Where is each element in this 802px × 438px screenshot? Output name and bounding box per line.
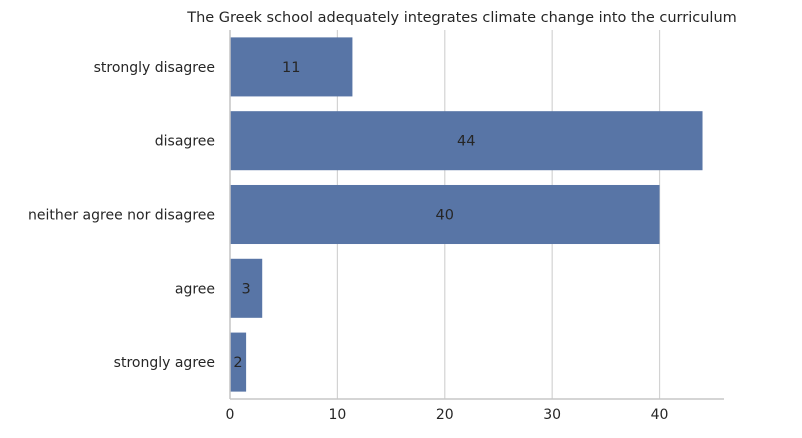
y-tick-label-0: strongly disagree xyxy=(94,60,215,76)
x-tick-label-2: 20 xyxy=(436,407,454,423)
y-tick-label-2: neither agree nor disagree xyxy=(28,208,215,224)
y-tick-label-3: agree xyxy=(175,281,215,297)
bars xyxy=(230,37,703,392)
chart-title: The Greek school adequately integrates c… xyxy=(186,10,737,26)
x-tick-label-4: 40 xyxy=(651,407,669,423)
bar-4 xyxy=(230,332,247,392)
data-label-4: 2 xyxy=(233,355,242,371)
x-tick-label-3: 30 xyxy=(543,407,561,423)
bar-3 xyxy=(230,258,263,318)
data-label-3: 3 xyxy=(241,281,250,297)
bar-1 xyxy=(230,111,703,171)
y-tick-label-1: disagree xyxy=(155,134,215,150)
data-label-2: 40 xyxy=(436,208,454,224)
x-tick-label-0: 0 xyxy=(226,407,235,423)
data-label-0: 11 xyxy=(282,60,300,76)
bar-2 xyxy=(230,184,660,245)
data-label-1: 44 xyxy=(457,134,475,150)
labels: 0 10 20 30 40 strongly disagree 11 disagree 44 ne… xyxy=(28,60,668,423)
axes xyxy=(229,30,724,400)
x-tick-label-1: 10 xyxy=(328,407,346,423)
bar-0 xyxy=(230,37,353,97)
y-tick-label-4: strongly agree xyxy=(114,355,215,371)
